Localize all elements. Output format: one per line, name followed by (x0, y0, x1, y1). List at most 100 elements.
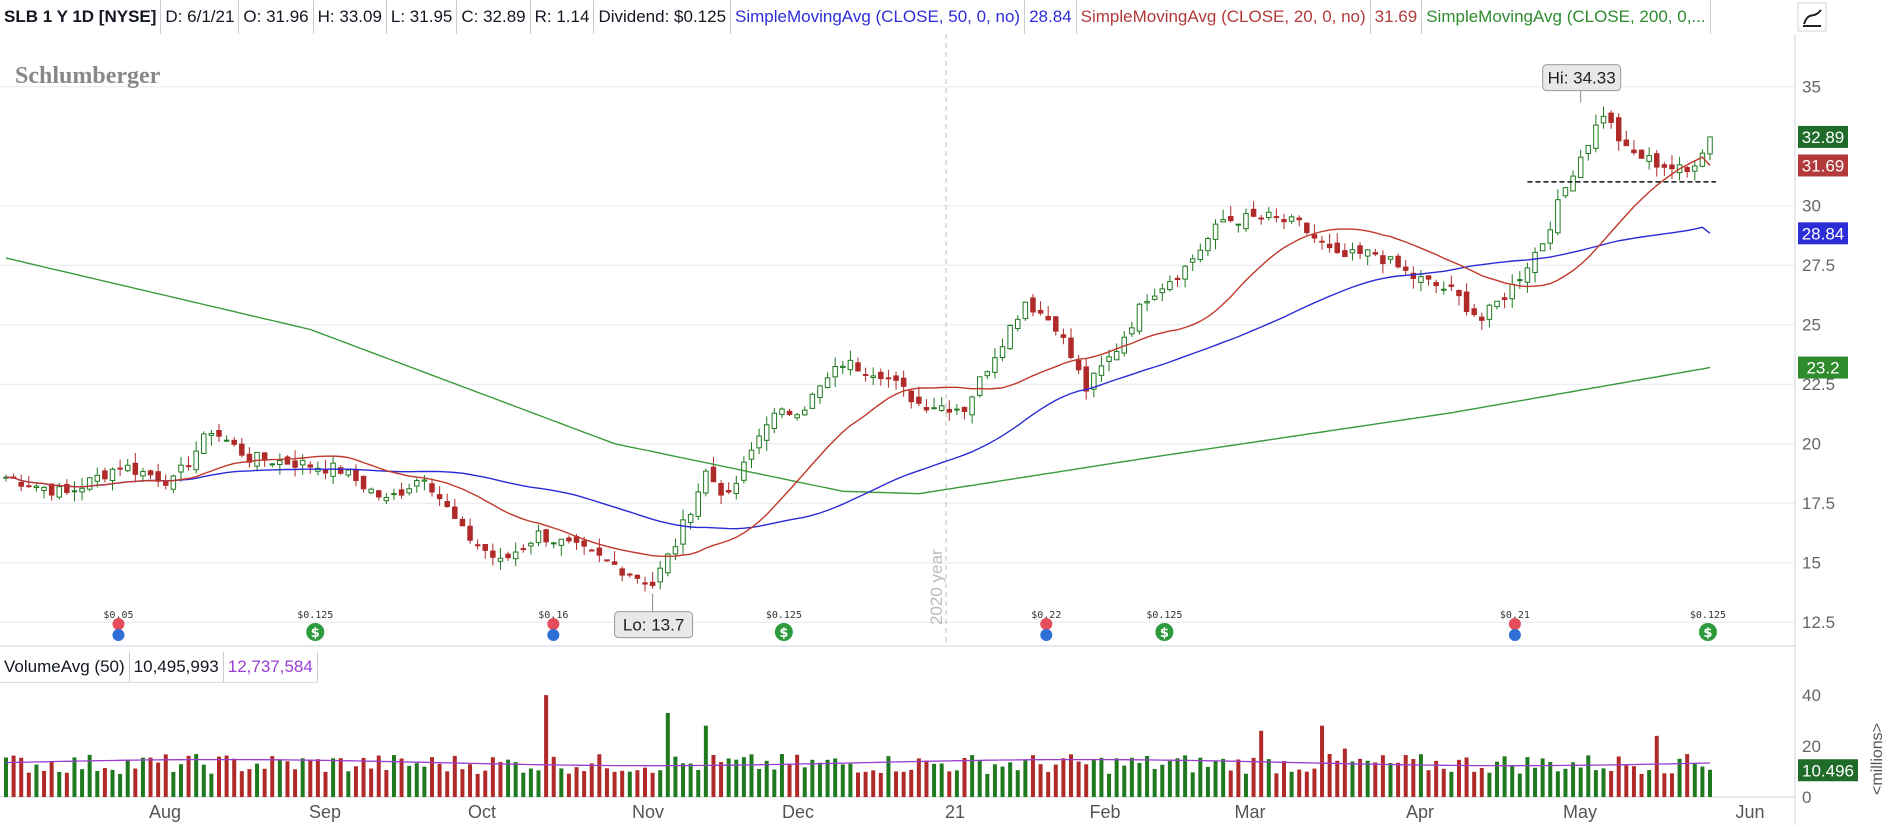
candle-body (779, 408, 785, 415)
candle-body (231, 439, 237, 445)
volume-bar (681, 763, 686, 797)
candle-body (429, 483, 435, 493)
volume-bar (764, 760, 769, 797)
candle-body (1441, 288, 1447, 291)
hi-callout: Hi: 34.33 (1542, 64, 1622, 103)
volume-bar (1563, 768, 1568, 797)
candle-body (1022, 301, 1029, 320)
candle-body (817, 385, 823, 399)
volume-bar (787, 764, 792, 797)
volume-bar (270, 756, 275, 797)
volume-bar (1555, 771, 1560, 797)
volume-bar (954, 770, 959, 797)
volume-bar (521, 772, 526, 797)
volume-bar (1533, 767, 1538, 797)
candle-body (330, 462, 336, 477)
volume-bar (1380, 755, 1385, 797)
candle-body (649, 581, 656, 587)
volume-bar (1396, 762, 1401, 797)
candle-body (1235, 223, 1242, 226)
candle-body (1167, 281, 1173, 291)
candle-body (923, 407, 930, 411)
volume-bar (42, 770, 47, 797)
candle-body (878, 371, 884, 380)
price-tag-label: 28.84 (1802, 224, 1845, 243)
lo-callout-text: Lo: 13.7 (623, 616, 684, 635)
drawing-tool-icon[interactable] (1797, 2, 1827, 32)
dividend-icon (306, 623, 325, 641)
volume-bar (1190, 772, 1195, 797)
volume-bar (346, 771, 351, 797)
candle-body (1091, 372, 1097, 390)
volume-bar (1456, 759, 1461, 797)
candle-body (1433, 282, 1439, 287)
candle-body (490, 550, 496, 558)
candle-body (1197, 249, 1204, 261)
volume-bar (574, 767, 579, 797)
candle-body (1136, 303, 1143, 332)
candle-body (1380, 255, 1386, 265)
volume-value: 10,495,993 (130, 652, 224, 682)
volume-bar (802, 767, 807, 797)
volume-bar (1616, 756, 1621, 797)
sma20-label[interactable]: SimpleMovingAvg (CLOSE, 20, 0, no) (1077, 0, 1371, 34)
candle-body (444, 500, 450, 508)
candle-body (223, 439, 230, 442)
candle-body (1288, 216, 1295, 222)
volume-bar (34, 764, 39, 797)
candle-body (1410, 272, 1417, 280)
candle-body (307, 464, 314, 468)
candle-body (1555, 199, 1561, 234)
candle-body (1669, 164, 1675, 170)
candle-body (94, 474, 101, 482)
volume-bar (361, 757, 366, 797)
volume-bar (1662, 773, 1667, 797)
x-tick-label: Oct (468, 802, 496, 822)
volume-bar (840, 764, 845, 797)
volume-bar (1631, 766, 1636, 797)
candle-body (893, 375, 899, 381)
candle-body (414, 480, 420, 487)
x-tick-label: May (1563, 802, 1597, 822)
candle-body (383, 496, 390, 502)
candle-body (1007, 324, 1013, 350)
candle-body (1524, 267, 1531, 283)
volume-bar (1434, 760, 1439, 797)
candle-body (86, 477, 93, 490)
candle-body (969, 396, 975, 416)
volume-bar (719, 762, 724, 797)
volume-bar (1464, 757, 1469, 797)
symbol-label[interactable]: SLB 1 Y 1D [NYSE] (0, 0, 162, 34)
volume-bar (1107, 773, 1112, 797)
price-tag-label: 32.89 (1802, 128, 1845, 147)
sma50-label[interactable]: SimpleMovingAvg (CLOSE, 50, 0, no) (731, 0, 1026, 34)
volume-tag (1798, 759, 1858, 782)
candle-body (147, 470, 154, 476)
volume-bar (924, 760, 929, 797)
earnings-amount: $0.05 (103, 610, 133, 621)
candle-body (1395, 255, 1401, 268)
earnings-marker-icon (1508, 629, 1521, 641)
volume-bar (1198, 757, 1203, 797)
volume-bar (391, 755, 396, 797)
candle-body (908, 390, 914, 403)
candle-body (193, 450, 199, 471)
candle-body (1539, 243, 1546, 252)
volume-bar (201, 764, 206, 797)
volume-bar (87, 754, 92, 797)
volume-bar (1228, 770, 1233, 797)
candle-body (1220, 219, 1226, 223)
candle-body (1189, 258, 1196, 263)
candle-body (1600, 115, 1607, 124)
volume-bar (1175, 758, 1180, 797)
candle-body (999, 346, 1006, 359)
volume-study-label[interactable]: VolumeAvg (50) (0, 652, 130, 682)
x-tick-label: 21 (945, 802, 965, 822)
y-tick-label: 30 (1802, 197, 1821, 216)
volume-bar (1183, 755, 1188, 797)
candle-body (117, 467, 123, 470)
volume-bar (102, 768, 107, 797)
sma200-label[interactable]: SimpleMovingAvg (CLOSE, 200, 0,... (1422, 0, 1711, 34)
dividend-amount: $0.125 (297, 610, 333, 621)
